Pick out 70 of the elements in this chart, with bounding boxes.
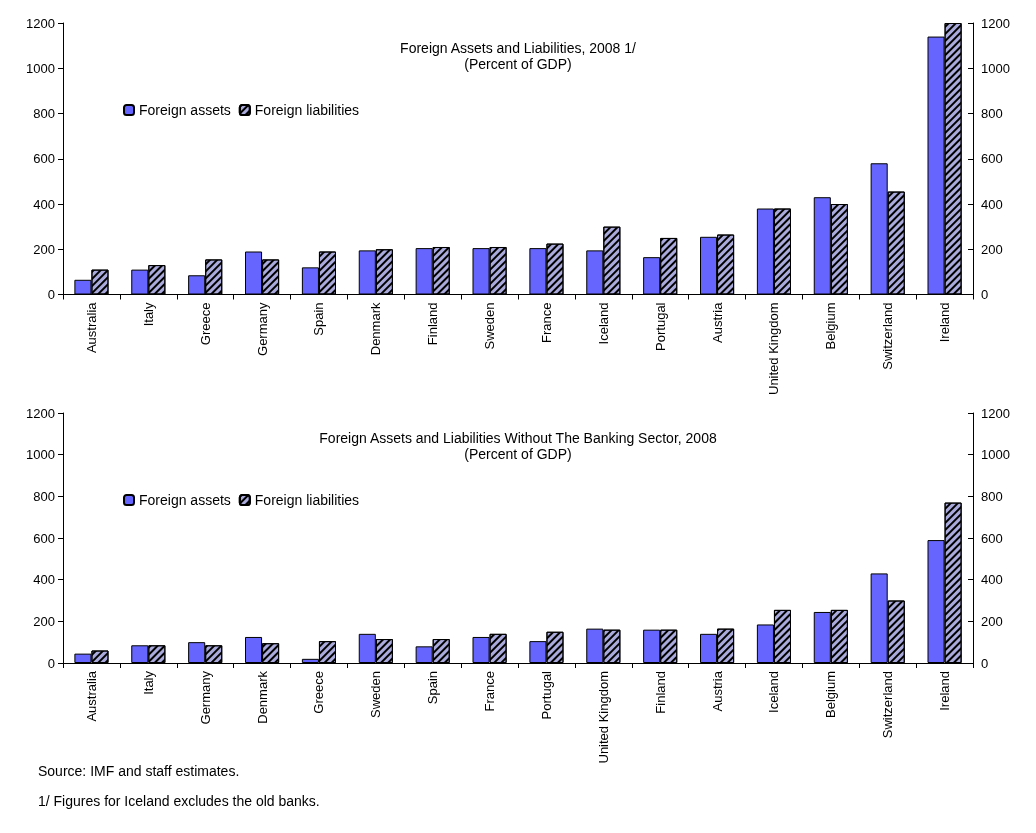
y2-tick-label: 400 <box>981 196 1003 212</box>
x-tick-label: Finland <box>425 302 441 346</box>
text: Foreign Assets and Liabilities Without The Banking Sector, 2008 <box>319 430 717 446</box>
y2-tick-label: 1200 <box>981 15 1010 31</box>
x-tick-label: Portugal <box>538 670 554 720</box>
x-tick-label: Germany <box>197 670 213 725</box>
y2-tick-label: 1000 <box>981 60 1010 76</box>
text: (Percent of GDP) <box>464 446 572 462</box>
y-tick-label: 600 <box>33 151 55 167</box>
y2-tick-label: 600 <box>981 530 1003 546</box>
y-tick-label: 1000 <box>26 447 55 463</box>
x-tick-label: Germany <box>254 302 270 356</box>
y-tick-label: 800 <box>33 488 55 504</box>
source-note: Source: IMF and staff estimates. <box>38 763 240 779</box>
y2-tick-label: 200 <box>981 241 1003 257</box>
y2-tick-label: 600 <box>981 151 1003 167</box>
legend-label: Foreign assets <box>139 492 231 508</box>
x-tick-label: Belgium <box>823 671 839 718</box>
y-tick-label: 200 <box>33 241 55 257</box>
x-tick-label: Iceland <box>595 302 611 345</box>
x-tick-label: Italy <box>140 302 156 327</box>
x-tick-label: Greece <box>197 302 213 346</box>
x-tick-label: Austria <box>709 670 725 712</box>
x-tick-label: Portugal <box>652 302 668 351</box>
x-tick-label: Greece <box>311 671 327 714</box>
y2-tick-label: 0 <box>981 287 989 302</box>
y2-tick-label: 400 <box>981 572 1003 588</box>
legend-label: Foreign assets <box>139 102 231 118</box>
legend-label: Foreign liabilities <box>254 492 360 508</box>
x-tick-label: France <box>538 302 554 343</box>
y-tick-label: 1200 <box>26 405 55 421</box>
y2-tick-label: 1000 <box>981 447 1010 463</box>
y2-tick-label: 800 <box>981 106 1003 121</box>
y-tick-label: 1200 <box>26 15 55 31</box>
y2-tick-label: 200 <box>981 613 1003 629</box>
x-tick-label: Switzerland <box>880 671 896 739</box>
y-tick-label: 600 <box>33 530 55 546</box>
x-tick-label: Australia <box>83 670 99 722</box>
x-tick-label: Iceland <box>766 671 782 713</box>
x-tick-label: Spain <box>425 671 441 705</box>
text: 1/ Figures for Iceland excludes the old banks. <box>38 793 320 809</box>
x-tick-label: Belgium <box>823 302 839 350</box>
x-tick-label: France <box>482 671 498 712</box>
x-tick-label: Italy <box>140 670 156 695</box>
y2-tick-label: 1200 <box>981 405 1010 421</box>
x-tick-label: Australia <box>83 301 99 354</box>
x-tick-label: Austria <box>709 301 725 343</box>
text: Foreign Assets and Liabilities, 2008 1/ <box>400 40 637 56</box>
x-tick-label: Sweden <box>368 671 384 718</box>
legend-label: Foreign liabilities <box>254 102 360 118</box>
y-tick-label: 400 <box>33 572 55 588</box>
y-tick-label: 0 <box>47 287 55 302</box>
x-tick-label: United Kingdom <box>595 671 611 764</box>
y-tick-label: 1000 <box>26 60 55 76</box>
x-tick-label: Finland <box>652 671 668 714</box>
x-tick-label: Ireland <box>937 302 953 343</box>
y2-tick-label: 0 <box>981 655 989 671</box>
text: (Percent of GDP) <box>464 56 572 72</box>
x-tick-label: Denmark <box>254 670 270 724</box>
x-tick-label: United Kingdom <box>766 302 782 395</box>
x-tick-label: Ireland <box>937 671 953 711</box>
y-tick-label: 400 <box>33 196 55 212</box>
y-tick-label: 800 <box>33 106 55 121</box>
y2-tick-label: 800 <box>981 488 1003 504</box>
x-tick-label: Switzerland <box>880 302 896 370</box>
x-tick-label: Denmark <box>368 302 384 356</box>
y-tick-label: 200 <box>33 613 55 629</box>
x-tick-label: Sweden <box>482 302 498 350</box>
x-tick-label: Spain <box>311 302 327 336</box>
y-tick-label: 0 <box>47 655 55 671</box>
